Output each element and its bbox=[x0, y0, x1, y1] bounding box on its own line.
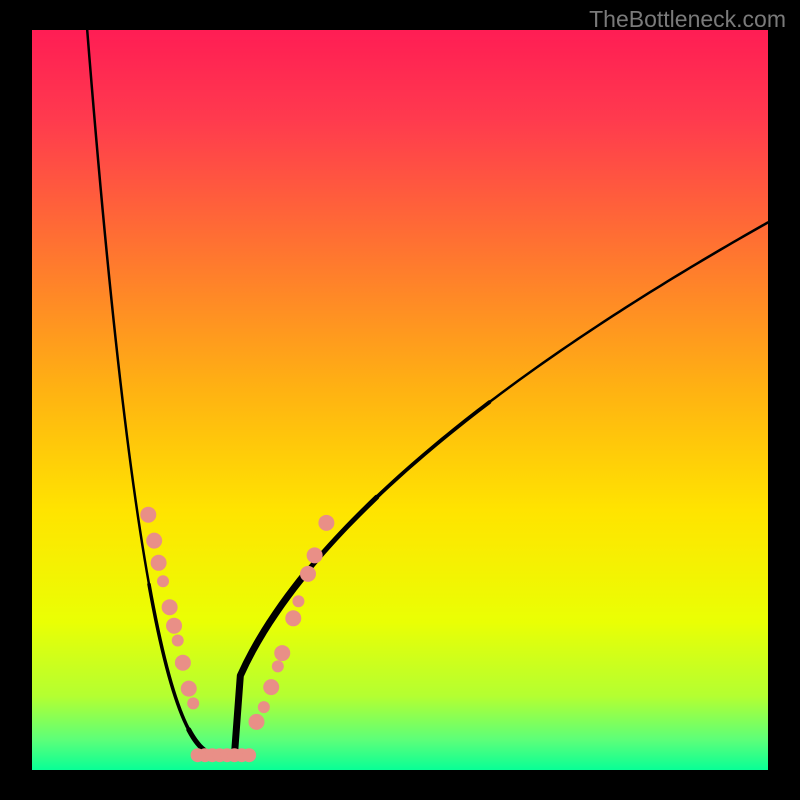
chart-markers bbox=[32, 30, 768, 770]
chart-plot-area bbox=[32, 30, 768, 770]
watermark-text: TheBottleneck.com bbox=[589, 6, 786, 33]
